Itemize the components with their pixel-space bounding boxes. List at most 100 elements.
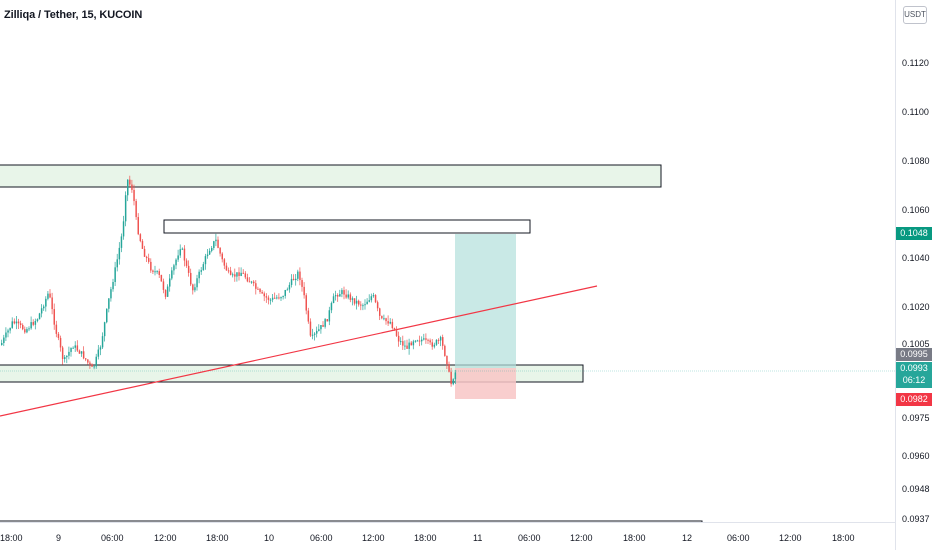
- candle-body: [206, 254, 209, 257]
- position-stop-area[interactable]: [455, 368, 516, 399]
- candle-body: [439, 337, 442, 341]
- candle-body: [43, 306, 45, 309]
- candle-body: [412, 341, 415, 346]
- candle-body: [55, 324, 58, 334]
- candle-body: [3, 337, 5, 344]
- candle-body: [313, 333, 316, 335]
- candle-body: [360, 304, 362, 306]
- time-tick: 18:00: [832, 533, 855, 543]
- candle-body: [292, 278, 295, 281]
- candle-body: [446, 355, 448, 365]
- candle-body: [259, 288, 261, 292]
- mid-resistance-box[interactable]: [163, 219, 531, 234]
- candle-body: [429, 340, 431, 343]
- bar-countdown: 06:12: [902, 375, 926, 385]
- candle-body: [181, 248, 184, 250]
- candle-body: [437, 339, 440, 341]
- candle-body: [442, 337, 444, 346]
- candle-body: [9, 327, 11, 331]
- candle-body: [85, 358, 87, 360]
- resistance-zone[interactable]: [0, 164, 662, 188]
- candle-body: [124, 195, 127, 222]
- candle-body: [103, 322, 106, 337]
- candle-body: [389, 321, 391, 324]
- candle-body: [164, 289, 167, 297]
- candle-body: [433, 344, 436, 347]
- candle-body: [347, 294, 349, 298]
- candle-body: [150, 261, 152, 271]
- candle-body: [198, 271, 200, 279]
- candle-body: [82, 351, 85, 359]
- chart-area[interactable]: [0, 0, 895, 522]
- candle-body: [114, 267, 116, 283]
- candle-body: [276, 297, 278, 299]
- candle-body: [66, 355, 68, 358]
- candle-body: [162, 281, 165, 290]
- candle-body: [173, 265, 175, 271]
- candle-body: [242, 272, 244, 274]
- candle-body: [406, 345, 408, 349]
- candle-body: [53, 309, 55, 325]
- candle-body: [11, 321, 13, 328]
- candle-body: [305, 295, 307, 311]
- time-tick: 18:00: [0, 533, 23, 543]
- candle-body: [64, 357, 66, 360]
- candle-body: [227, 270, 230, 272]
- position-target-area[interactable]: [455, 234, 516, 368]
- candle-body: [74, 345, 76, 348]
- trendline[interactable]: [0, 285, 598, 417]
- candle-body: [240, 272, 242, 276]
- candle-body: [223, 259, 226, 266]
- candle-body: [40, 308, 43, 314]
- candle-body: [30, 322, 32, 329]
- time-tick: 9: [56, 533, 62, 543]
- candle-body: [179, 249, 181, 256]
- candle-body: [137, 217, 139, 235]
- candle-body: [454, 372, 457, 380]
- candle-body: [156, 271, 158, 273]
- candle-body: [72, 347, 74, 349]
- candle-body: [425, 338, 427, 340]
- candle-body: [444, 345, 446, 356]
- bottom-zone[interactable]: [0, 520, 703, 522]
- price-tick: 0.1040: [902, 253, 930, 263]
- price-tick: 0.0975: [902, 413, 930, 423]
- time-tick: 18:00: [206, 533, 229, 543]
- currency-button[interactable]: USDT: [903, 6, 927, 24]
- candle-body: [395, 330, 398, 336]
- candle-body: [112, 282, 114, 290]
- support-zone[interactable]: [0, 364, 584, 383]
- candle-body: [366, 301, 368, 305]
- candle-body: [282, 295, 284, 298]
- candle-body: [95, 356, 97, 367]
- chart-canvas[interactable]: [0, 0, 895, 522]
- candle-body: [362, 305, 364, 307]
- candle-body: [341, 290, 343, 295]
- candle-body: [450, 371, 452, 385]
- candle-body: [213, 241, 215, 249]
- candle-body: [154, 271, 156, 273]
- target-price-tag: 0.1048: [896, 227, 932, 240]
- symbol-title[interactable]: Zilliqa / Tether, 15, KUCOIN: [4, 9, 143, 21]
- price-axis[interactable]: [895, 0, 932, 550]
- candle-body: [131, 184, 133, 190]
- candle-body: [177, 255, 179, 260]
- candle-body: [185, 260, 188, 266]
- candle-body: [7, 330, 9, 333]
- candle-body: [253, 281, 255, 284]
- time-axis[interactable]: [0, 522, 895, 551]
- candle-body: [19, 323, 22, 325]
- candle-body: [200, 270, 202, 272]
- candle-body: [87, 359, 89, 363]
- time-tick: 06:00: [310, 533, 333, 543]
- candle-body: [383, 318, 385, 320]
- candle-body: [234, 274, 236, 277]
- candle-body: [337, 295, 339, 297]
- candle-body: [129, 179, 131, 185]
- candle-body: [108, 298, 110, 309]
- candle-body: [349, 294, 352, 300]
- candle-body: [229, 270, 232, 275]
- candle-body: [76, 345, 79, 351]
- candle-body: [370, 296, 373, 301]
- candle-body: [89, 362, 91, 365]
